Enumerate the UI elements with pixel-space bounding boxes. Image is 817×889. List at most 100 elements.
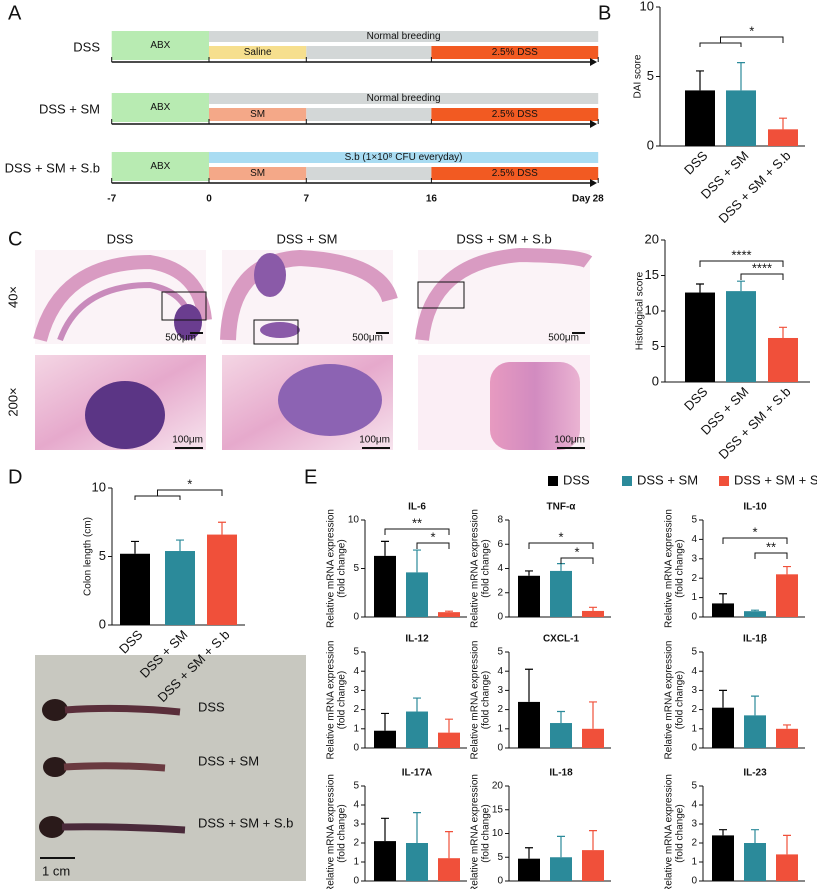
significance-label: * <box>187 476 192 491</box>
y-tick-label: 2 <box>691 573 697 584</box>
bar <box>518 858 540 881</box>
bar <box>438 612 460 617</box>
y-tick-label: 0 <box>691 876 697 887</box>
segment-label: 2.5% DSS <box>492 47 538 58</box>
y-tick-label: 5 <box>99 548 106 563</box>
y-axis-label: Relative mRNA expression <box>470 774 481 889</box>
bar <box>768 129 798 146</box>
segment-label: ABX <box>150 40 170 51</box>
legend-swatch <box>622 476 632 486</box>
colon-photo <box>35 655 306 881</box>
segment-label: Normal breeding <box>367 31 441 42</box>
segment-label: Normal breeding <box>367 93 441 104</box>
bar <box>406 572 428 617</box>
error-bar <box>445 718 453 733</box>
chart-title: CXCL-1 <box>543 634 580 645</box>
bar <box>582 610 604 617</box>
column-label: DSS + SM <box>276 231 337 246</box>
y-axis-label: Relative mRNA expression <box>326 641 337 760</box>
bar <box>768 337 798 382</box>
significance-bracket <box>134 489 223 500</box>
day-label: -7 <box>107 194 116 205</box>
day-unit: Day <box>572 194 591 205</box>
bar <box>374 841 396 881</box>
segment-label: SM <box>250 109 265 120</box>
chart-title: IL-1β <box>743 634 767 645</box>
bar <box>438 732 460 748</box>
y-tick-label: 5 <box>497 852 503 863</box>
y-axis-label: (fold change) <box>337 539 348 597</box>
bar <box>744 611 766 617</box>
y-axis-label: (fold change) <box>337 671 348 729</box>
y-tick-label: 2 <box>353 704 359 715</box>
error-bar <box>131 540 139 554</box>
scale-bar-label: 100μm <box>554 435 585 446</box>
y-axis-label: Relative mRNA expression <box>664 641 675 760</box>
y-tick-label: 5 <box>652 338 659 353</box>
bar <box>726 90 756 146</box>
panel-label: B <box>598 2 611 24</box>
y-axis-label: DAI score <box>633 54 644 98</box>
y-tick-label: 3 <box>691 685 697 696</box>
timeline-segment <box>306 167 432 180</box>
y-tick-label: 10 <box>348 515 360 526</box>
row-label: 200× <box>5 387 20 416</box>
x-tick-label: DSS <box>681 384 711 414</box>
y-axis-label: (fold change) <box>675 671 686 729</box>
bar <box>165 551 195 625</box>
error-bar <box>413 549 421 573</box>
histology-images <box>33 247 593 450</box>
y-tick-label: 0 <box>353 876 359 887</box>
timeline-segment <box>111 93 209 122</box>
significance-label: ** <box>412 515 422 530</box>
error-bar <box>381 540 389 556</box>
bar <box>712 603 734 617</box>
row-label: DSS + SM + S.b <box>5 160 100 175</box>
bar <box>712 835 734 881</box>
y-tick-label: 20 <box>645 231 659 246</box>
y-axis-label: (fold change) <box>337 804 348 862</box>
y-tick-label: 5 <box>647 68 654 83</box>
timeline-segment <box>431 46 599 59</box>
bar <box>518 575 540 617</box>
y-axis-label: (fold change) <box>675 539 686 597</box>
y-tick-label: 0 <box>353 743 359 754</box>
scale-bar-label: 500μm <box>165 333 196 344</box>
bar <box>582 850 604 881</box>
axis-arrow <box>590 179 597 187</box>
y-tick-label: 3 <box>353 819 359 830</box>
y-tick-label: 0 <box>691 743 697 754</box>
y-tick-label: 0 <box>497 743 503 754</box>
error-bar <box>525 847 533 859</box>
error-bar <box>783 565 791 575</box>
y-tick-label: 10 <box>645 302 659 317</box>
significance-bracket <box>699 260 784 267</box>
y-tick-label: 0 <box>647 137 654 152</box>
y-tick-label: 1 <box>691 723 697 734</box>
axis-arrow <box>590 58 597 66</box>
chart-title: IL-12 <box>405 634 429 645</box>
significance-bracket <box>754 552 788 559</box>
significance-bracket <box>528 542 594 549</box>
y-axis-label: (fold change) <box>481 539 492 597</box>
scale-bar-label: 100μm <box>359 435 390 446</box>
error-bar <box>696 70 704 91</box>
y-tick-label: 5 <box>353 781 359 792</box>
segment-label: SM <box>250 168 265 179</box>
y-axis-label: Relative mRNA expression <box>470 509 481 628</box>
legend-swatch <box>548 476 558 486</box>
timeline-segment <box>306 46 432 59</box>
error-bar <box>445 831 453 859</box>
significance-label: * <box>752 524 757 539</box>
timeline-segment <box>111 152 209 181</box>
bar <box>776 728 798 748</box>
legend-label: DSS <box>563 472 590 487</box>
chart-title: IL-23 <box>743 768 767 779</box>
error-bar <box>176 539 184 552</box>
day-label: 16 <box>426 194 438 205</box>
y-tick-label: 0 <box>497 876 503 887</box>
y-tick-label: 4 <box>691 666 697 677</box>
column-label: DSS + SM + S.b <box>456 231 551 246</box>
error-bar <box>589 701 597 729</box>
bar <box>744 843 766 881</box>
